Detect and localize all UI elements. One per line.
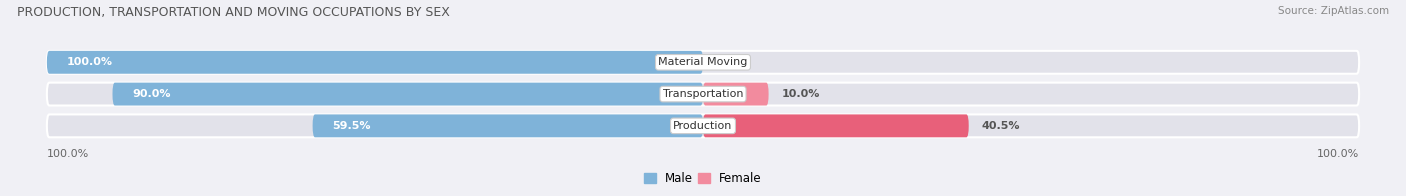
Legend: Male, Female: Male, Female: [640, 168, 766, 190]
Text: Transportation: Transportation: [662, 89, 744, 99]
FancyBboxPatch shape: [703, 114, 969, 137]
Text: Source: ZipAtlas.com: Source: ZipAtlas.com: [1278, 6, 1389, 16]
Text: 59.5%: 59.5%: [332, 121, 371, 131]
Text: PRODUCTION, TRANSPORTATION AND MOVING OCCUPATIONS BY SEX: PRODUCTION, TRANSPORTATION AND MOVING OC…: [17, 6, 450, 19]
FancyBboxPatch shape: [46, 114, 1360, 137]
FancyBboxPatch shape: [46, 51, 1360, 74]
FancyBboxPatch shape: [46, 51, 703, 74]
FancyBboxPatch shape: [312, 114, 703, 137]
Text: 40.5%: 40.5%: [981, 121, 1021, 131]
FancyBboxPatch shape: [112, 83, 703, 105]
Text: 100.0%: 100.0%: [46, 149, 89, 159]
Text: Production: Production: [673, 121, 733, 131]
FancyBboxPatch shape: [703, 83, 769, 105]
Text: 0.0%: 0.0%: [716, 57, 747, 67]
Text: 10.0%: 10.0%: [782, 89, 820, 99]
FancyBboxPatch shape: [46, 83, 1360, 105]
Text: 90.0%: 90.0%: [132, 89, 170, 99]
Text: 100.0%: 100.0%: [1317, 149, 1360, 159]
Text: Material Moving: Material Moving: [658, 57, 748, 67]
Text: 100.0%: 100.0%: [66, 57, 112, 67]
